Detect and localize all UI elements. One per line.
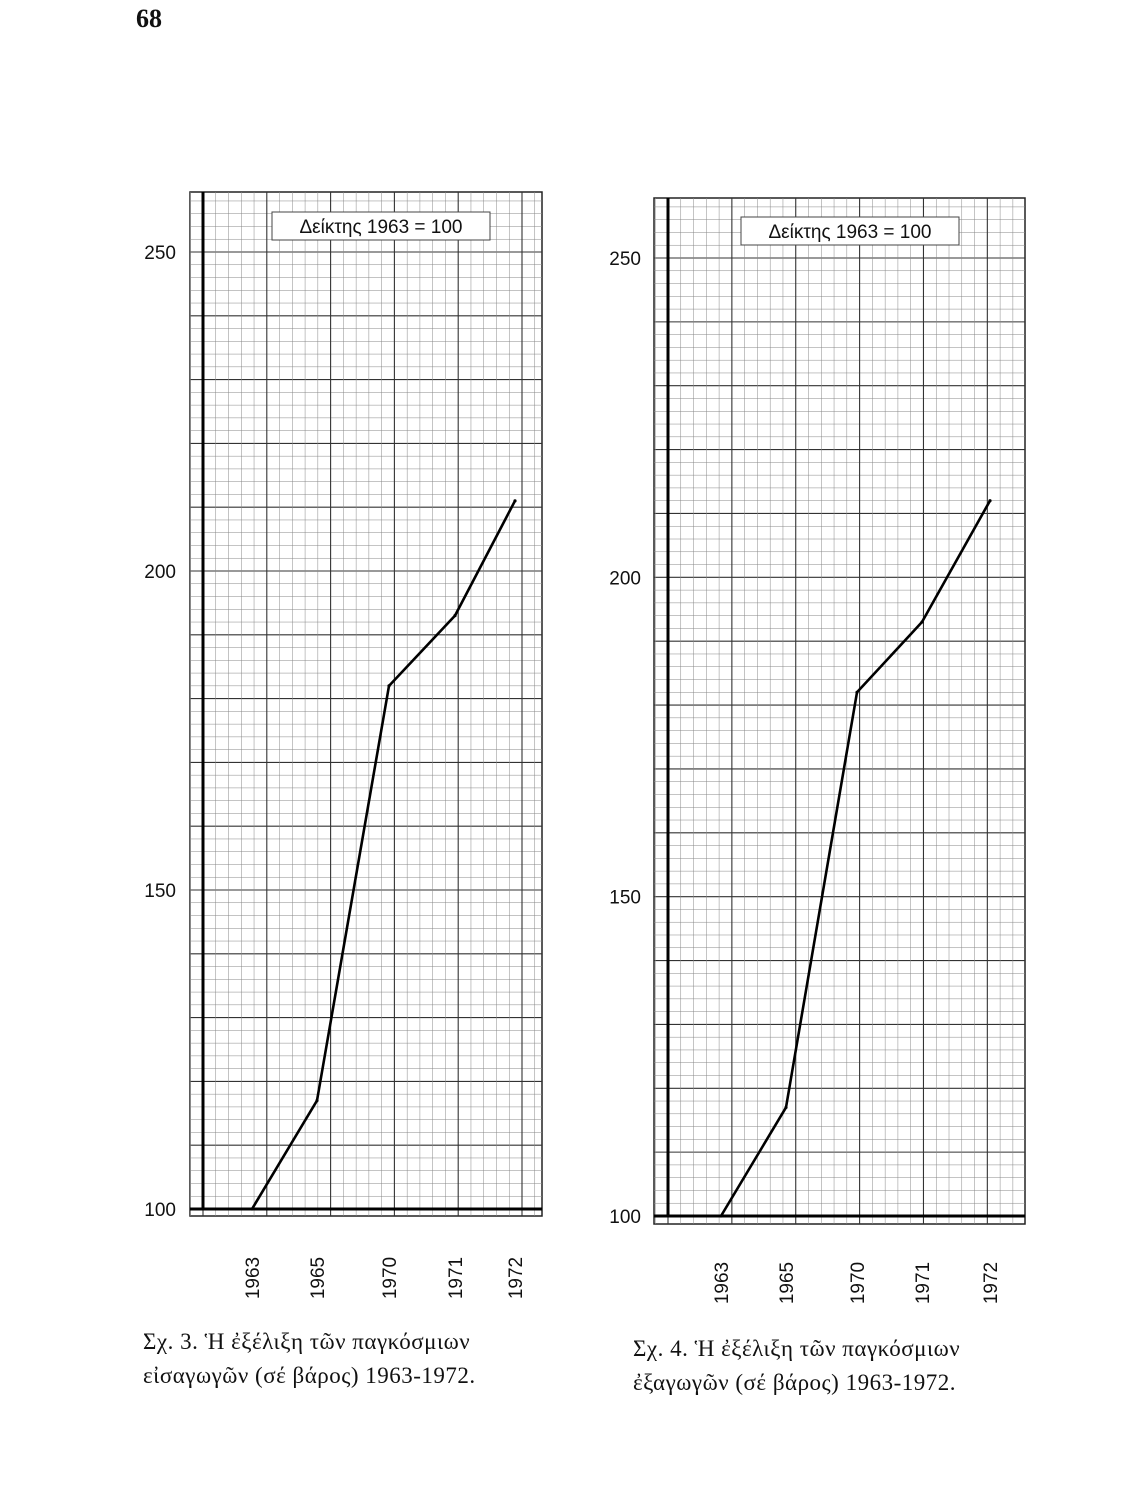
x-tick-label: 1965	[308, 1257, 329, 1299]
x-tick-label: 1963	[243, 1257, 264, 1299]
annotation-label: Δείκτης 1963 = 100	[299, 217, 462, 238]
data-point	[988, 499, 992, 503]
y-tick-label: 100	[609, 1207, 641, 1228]
graph-paper	[189, 191, 543, 1217]
graph-paper	[653, 197, 1026, 1225]
figure-caption-4: Σχ. 4. Ἡ ἐξέλιξη τῶν παγκόσμιων ἐξαγωγῶν…	[633, 1332, 960, 1400]
data-point	[855, 690, 859, 694]
x-tick-label: 1963	[712, 1262, 733, 1304]
y-tick-label: 100	[144, 1200, 176, 1221]
caption-line: Σχ. 3. Ἡ ἐξέλιξη τῶν παγκόσμιων	[143, 1329, 471, 1354]
grid	[654, 198, 1025, 1224]
data-point	[784, 1105, 788, 1110]
data-point	[315, 1098, 319, 1103]
page-number: 68	[136, 4, 162, 33]
annotation-box	[740, 216, 960, 246]
y-tick-label: 250	[144, 243, 176, 264]
data-point	[250, 1207, 254, 1211]
y-tick-label: 150	[609, 888, 641, 909]
data-point	[453, 614, 457, 618]
caption-line: Σχ. 4. Ἡ ἐξέλιξη τῶν παγκόσμιων	[633, 1336, 961, 1361]
x-tick-label: 1970	[380, 1257, 401, 1299]
x-tick-label: 1971	[446, 1257, 467, 1299]
x-tick-label: 1970	[848, 1262, 869, 1304]
data-point	[920, 620, 924, 624]
data-point	[513, 499, 517, 503]
data-point	[387, 684, 391, 688]
figure-caption-3: Σχ. 3. Ἡ ἐξέλιξη τῶν παγκόσμιων εἰσαγωγῶ…	[143, 1325, 476, 1393]
y-tick-label: 200	[609, 568, 641, 589]
x-tick-label: 1971	[913, 1262, 934, 1304]
y-tick-label: 150	[144, 881, 176, 902]
x-tick-label: 1965	[777, 1262, 798, 1304]
caption-line: εἰσαγωγῶν (σέ βάρος) 1963-1972.	[143, 1363, 476, 1388]
caption-line: ἐξαγωγῶν (σέ βάρος) 1963-1972.	[633, 1370, 956, 1395]
annotation-box	[271, 211, 491, 241]
y-tick-label: 250	[609, 249, 641, 270]
data-point	[719, 1214, 723, 1218]
x-tick-label: 1972	[981, 1262, 1002, 1304]
x-tick-label: 1972	[506, 1257, 527, 1299]
annotation-label: Δείκτης 1963 = 100	[768, 222, 931, 243]
y-tick-label: 200	[144, 562, 176, 583]
